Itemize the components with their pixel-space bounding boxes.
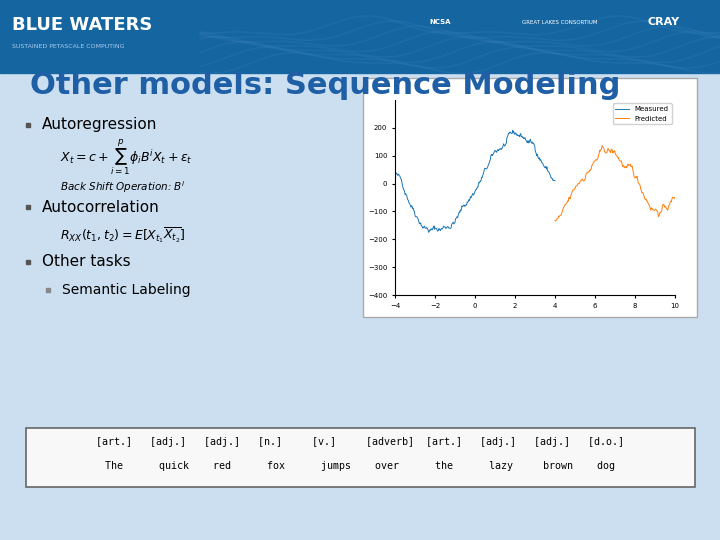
Predicted <box>551 217 559 224</box>
Legend: Measured, Predicted: Measured, Predicted <box>613 104 672 125</box>
FancyBboxPatch shape <box>363 78 697 317</box>
Line: Measured: Measured <box>395 130 555 232</box>
Text: Autocorrelation: Autocorrelation <box>42 199 160 214</box>
Text: CRAY: CRAY <box>648 17 680 27</box>
Predicted <box>552 218 560 225</box>
Predicted <box>574 180 582 187</box>
Text: Semantic Labeling: Semantic Labeling <box>62 283 191 297</box>
Predicted <box>559 207 567 213</box>
Text: The      quick    red      fox      jumps    over      the      lazy     brown  : The quick red fox jumps over the lazy br… <box>105 461 615 471</box>
Text: $R_{XX}(t_1, t_2) = E[X_{t_1} \overline{X_{t_2}}]$: $R_{XX}(t_1, t_2) = E[X_{t_1} \overline{… <box>60 225 186 245</box>
Measured <box>486 157 495 164</box>
Measured <box>537 157 546 164</box>
Measured <box>526 139 535 145</box>
Text: Other tasks: Other tasks <box>42 254 130 269</box>
FancyBboxPatch shape <box>26 428 695 487</box>
Text: GREAT LAKES CONSORTIUM: GREAT LAKES CONSORTIUM <box>522 19 598 24</box>
Text: NCSA: NCSA <box>429 19 451 25</box>
Measured <box>551 177 559 184</box>
Line: Predicted: Predicted <box>555 146 675 221</box>
Text: SUSTAINED PETASCALE COMPUTING: SUSTAINED PETASCALE COMPUTING <box>12 44 125 50</box>
Predicted <box>662 204 670 211</box>
Text: BLUE WATERS: BLUE WATERS <box>12 16 153 34</box>
Measured <box>489 151 498 157</box>
Text: Back Shift Operation: $B^i$: Back Shift Operation: $B^i$ <box>60 179 186 195</box>
Measured <box>391 171 400 177</box>
Text: Other models: Sequence Modeling: Other models: Sequence Modeling <box>30 71 621 99</box>
Text: $X_t = c + \sum_{i=1}^{p} \phi_i B^i X_t + \epsilon_t$: $X_t = c + \sum_{i=1}^{p} \phi_i B^i X_t… <box>60 137 192 177</box>
Text: Autoregression: Autoregression <box>42 118 158 132</box>
Measured <box>424 229 433 235</box>
Text: [art.]   [adj.]   [adj.]   [n.]     [v.]     [adverb]  [art.]   [adj.]   [adj.] : [art.] [adj.] [adj.] [n.] [v.] [adverb] … <box>96 437 624 447</box>
Measured <box>487 153 495 159</box>
Measured <box>391 170 400 176</box>
Bar <box>0 0 720 73</box>
Measured <box>508 127 517 133</box>
Predicted <box>598 143 606 149</box>
Predicted <box>666 199 675 205</box>
Predicted <box>556 212 564 219</box>
Predicted <box>671 195 680 202</box>
Predicted <box>583 168 592 175</box>
